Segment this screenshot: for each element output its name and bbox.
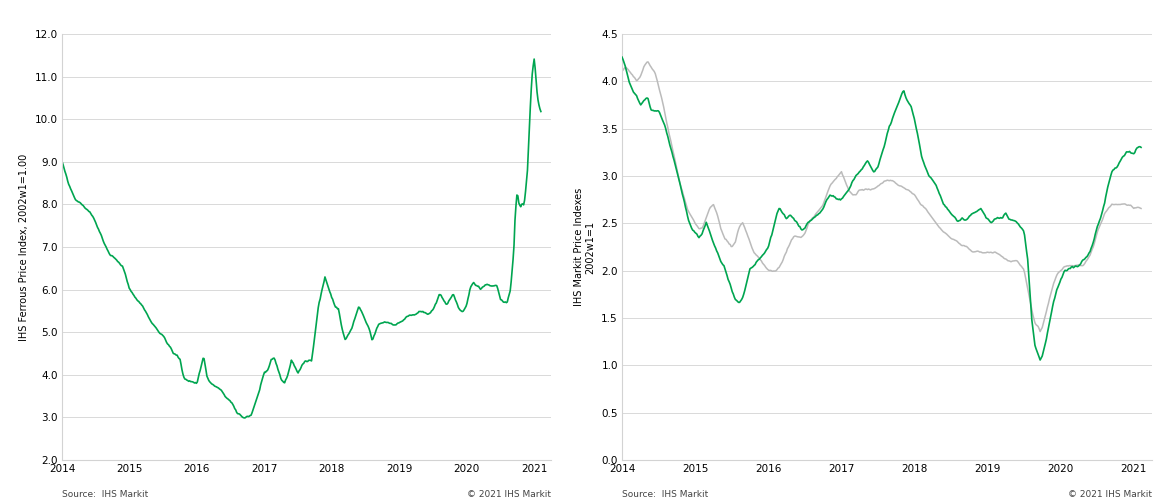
Text: Energy and chemicals: Energy and chemicals — [568, 12, 731, 25]
Text: © 2021 IHS Markit: © 2021 IHS Markit — [1067, 490, 1152, 499]
Text: © 2021 IHS Markit: © 2021 IHS Markit — [467, 490, 551, 499]
Y-axis label: IHS Ferrous Price Index, 2002w1=1.00: IHS Ferrous Price Index, 2002w1=1.00 — [20, 153, 29, 341]
Text: Ferrous prices: Ferrous prices — [6, 12, 114, 25]
Y-axis label: IHS Markit Price Indexes
2002w1=1: IHS Markit Price Indexes 2002w1=1 — [574, 188, 596, 306]
Text: Source:  IHS Markit: Source: IHS Markit — [61, 490, 148, 499]
Text: Source:  IHS Markit: Source: IHS Markit — [622, 490, 708, 499]
